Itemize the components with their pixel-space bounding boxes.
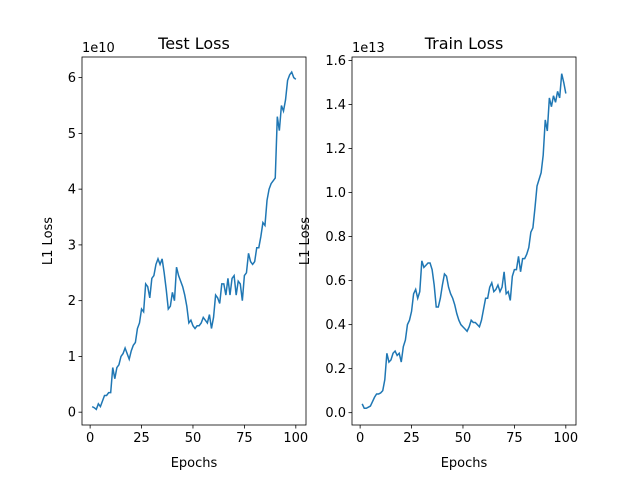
chart-title: Test Loss [157,34,230,53]
y-tick-label: 6 [68,71,76,86]
y-axis-label: L1 Loss [41,217,56,265]
x-tick-label: 0 [86,431,94,446]
y-tick-label: 1.2 [325,142,346,157]
offset-label: 1e10 [82,41,115,56]
x-tick-label: 0 [356,431,364,446]
x-tick-label: 75 [236,431,253,446]
x-tick-label: 25 [133,431,150,446]
chart-title: Train Loss [424,34,504,53]
y-tick-label: 0.4 [325,318,346,333]
x-tick-label: 100 [553,431,578,446]
x-tick-label: 100 [283,431,308,446]
y-axis-label: L1 Loss [298,217,313,265]
y-tick-label: 1.6 [325,54,346,69]
loss-line [361,73,567,410]
x-tick-label: 50 [455,431,472,446]
x-axis-label: Epochs [441,456,488,471]
y-tick-label: 0 [68,406,76,421]
x-axis-label: Epochs [171,456,218,471]
y-tick-label: 1.0 [325,186,346,201]
x-tick-label: 50 [185,431,202,446]
y-tick-label: 1 [68,350,76,365]
loss-line [91,70,297,411]
y-tick-label: 0.2 [325,362,346,377]
y-tick-label: 0.6 [325,274,346,289]
x-tick-label: 25 [403,431,420,446]
axes-frame [351,56,577,426]
y-tick-label: 0.8 [325,230,346,245]
offset-label: 1e13 [352,41,385,56]
y-tick-label: 1.4 [325,98,346,113]
y-tick-label: 4 [68,183,76,198]
y-tick-label: 3 [68,238,76,253]
x-tick-label: 75 [506,431,523,446]
y-tick-label: 0.0 [325,406,346,421]
axes-frame [81,56,307,426]
y-tick-label: 5 [68,127,76,142]
y-tick-label: 2 [68,294,76,309]
